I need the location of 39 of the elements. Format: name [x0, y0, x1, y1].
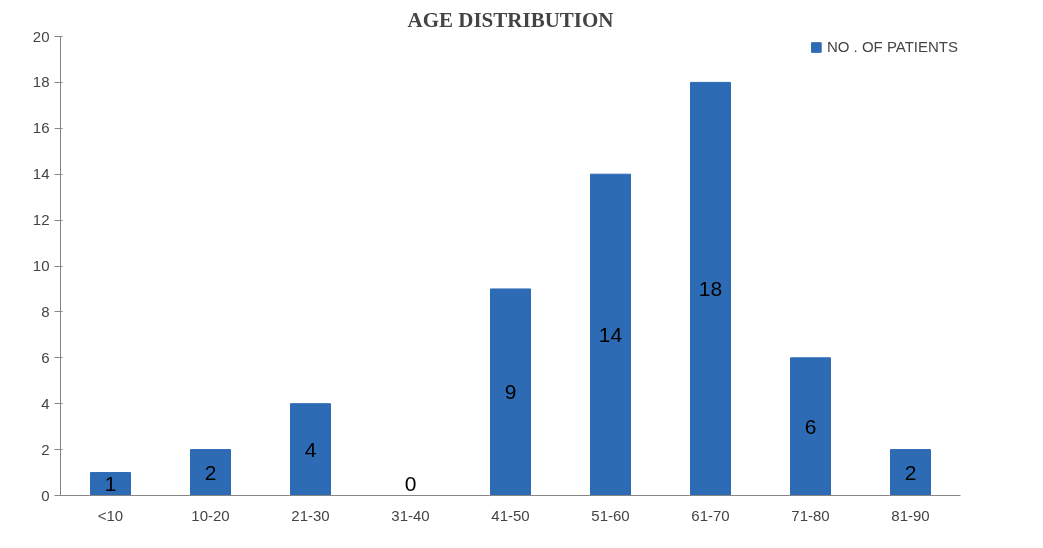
data-label: 6 — [804, 414, 817, 438]
data-label: 14 — [598, 322, 623, 346]
data-label: 0 — [404, 472, 417, 496]
x-tick-label: 71-80 — [791, 506, 830, 524]
bar — [890, 449, 931, 496]
y-tick-label: 4 — [41, 394, 50, 412]
data-label: 4 — [304, 437, 317, 461]
bar — [490, 288, 531, 496]
y-tick-label: 20 — [32, 27, 50, 45]
x-tick-label: 81-90 — [891, 506, 930, 524]
data-label: 18 — [698, 276, 723, 300]
x-tick-label: 31-40 — [391, 506, 430, 524]
data-label: 2 — [204, 460, 217, 484]
y-tick-label: 14 — [32, 165, 50, 183]
bar — [190, 449, 231, 496]
bar — [290, 403, 331, 496]
x-tick-label: 61-70 — [691, 506, 730, 524]
legend-label: NO . OF PATIENTS — [826, 38, 958, 55]
data-label: 1 — [104, 472, 117, 496]
x-tick-label: 41-50 — [491, 506, 530, 524]
bar — [90, 472, 131, 496]
x-tick-label: <10 — [97, 506, 124, 524]
x-tick-label: 21-30 — [291, 506, 330, 524]
y-tick-label: 6 — [41, 348, 50, 366]
y-tick-label: 2 — [41, 440, 50, 458]
bar — [690, 81, 731, 496]
y-tick-label: 18 — [32, 73, 50, 91]
data-label: 2 — [904, 460, 917, 484]
bar — [790, 357, 831, 496]
bar — [590, 173, 631, 496]
y-tick-label: 10 — [32, 257, 50, 274]
data-label: 9 — [504, 380, 517, 404]
y-tick-label: 8 — [41, 302, 50, 320]
y-tick-label: 12 — [32, 211, 50, 229]
y-tick-label: 16 — [32, 119, 50, 137]
x-tick-label: 51-60 — [591, 506, 630, 524]
x-tick-label: 10-20 — [191, 506, 230, 524]
y-tick-label: 0 — [41, 486, 50, 504]
chart-title: AGE DISTRIBUTION — [407, 7, 614, 32]
